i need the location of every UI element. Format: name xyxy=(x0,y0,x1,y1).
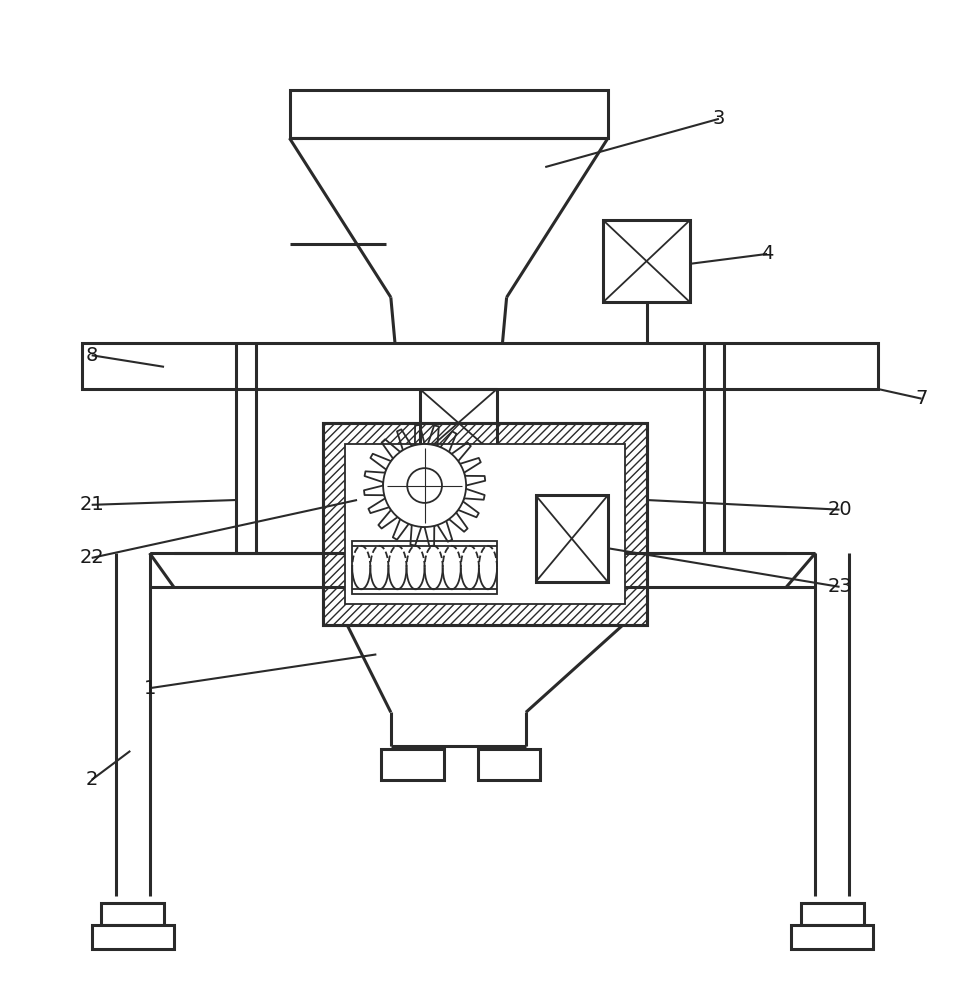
Bar xyxy=(791,925,873,949)
Bar xyxy=(101,903,164,925)
Bar xyxy=(92,925,174,949)
Bar xyxy=(603,220,690,302)
Text: 3: 3 xyxy=(713,109,725,128)
Bar xyxy=(323,423,647,625)
Bar xyxy=(420,452,497,495)
Text: 22: 22 xyxy=(79,548,104,567)
Bar xyxy=(381,749,444,780)
Text: 20: 20 xyxy=(827,500,852,519)
Bar xyxy=(290,90,608,138)
Text: 21: 21 xyxy=(79,495,104,514)
Text: 8: 8 xyxy=(86,346,97,365)
Circle shape xyxy=(383,444,466,527)
Bar xyxy=(536,495,608,582)
Circle shape xyxy=(407,468,442,503)
Text: 2: 2 xyxy=(86,770,97,789)
Text: 1: 1 xyxy=(144,679,155,698)
Bar xyxy=(82,343,878,389)
Text: 7: 7 xyxy=(916,389,927,408)
Bar xyxy=(352,541,497,594)
Bar xyxy=(345,444,625,604)
Bar xyxy=(478,749,540,780)
Text: 4: 4 xyxy=(761,244,773,263)
Bar xyxy=(323,423,647,625)
Bar xyxy=(801,903,864,925)
Text: 23: 23 xyxy=(827,577,852,596)
